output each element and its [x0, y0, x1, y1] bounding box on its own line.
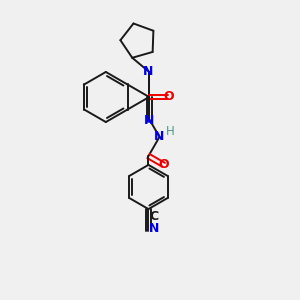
Text: C: C: [150, 210, 159, 223]
Text: O: O: [163, 91, 174, 103]
Text: N: N: [149, 222, 160, 235]
Text: N: N: [154, 130, 165, 143]
Text: H: H: [165, 124, 174, 137]
Text: O: O: [158, 158, 169, 171]
Text: N: N: [142, 65, 153, 79]
Text: N: N: [144, 114, 154, 127]
